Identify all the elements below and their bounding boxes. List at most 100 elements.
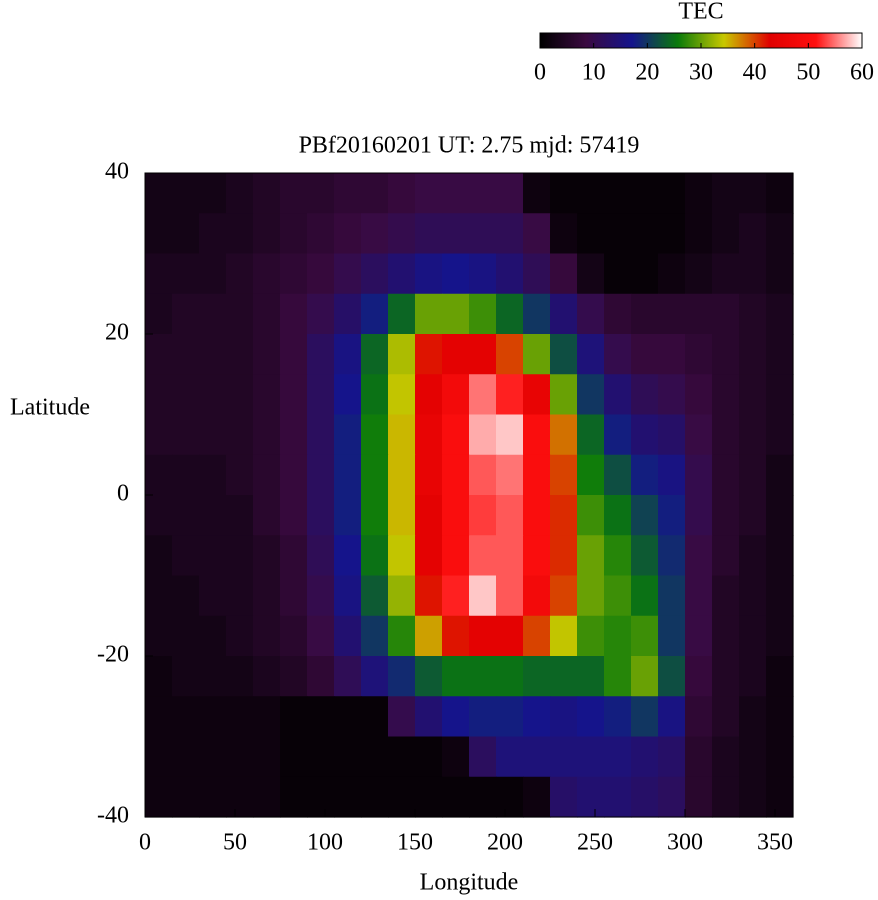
heat-cell xyxy=(739,253,767,295)
heat-cell xyxy=(550,495,578,536)
heat-cell xyxy=(658,213,686,255)
heat-cell xyxy=(685,535,713,577)
heat-cell xyxy=(307,575,335,617)
chart-title: PBf20160201 UT: 2.75 mjd: 57419 xyxy=(299,133,640,159)
heat-cell xyxy=(388,414,416,456)
heat-cell xyxy=(361,253,389,295)
heat-cell xyxy=(145,656,173,697)
x-tick-label: 200 xyxy=(487,830,523,856)
heat-cell xyxy=(334,535,362,577)
heat-cell xyxy=(442,293,470,335)
heat-cell xyxy=(523,535,551,577)
heat-cell xyxy=(415,173,443,214)
heat-cell xyxy=(280,454,308,496)
heat-cell xyxy=(496,173,524,214)
heat-cell xyxy=(334,696,362,738)
heat-cell xyxy=(388,776,416,818)
heat-cell xyxy=(523,696,551,738)
heat-cell xyxy=(712,495,740,536)
heat-cell xyxy=(145,575,173,617)
heat-cell xyxy=(550,454,578,496)
heat-cell xyxy=(658,374,686,416)
heat-cell xyxy=(145,414,173,456)
heat-cell xyxy=(739,495,767,536)
heat-cell xyxy=(604,293,632,335)
heat-cell xyxy=(307,495,335,536)
heat-cell xyxy=(253,736,281,778)
heat-cell xyxy=(766,414,794,456)
heat-cell xyxy=(577,293,605,335)
heat-cell xyxy=(361,535,389,577)
heat-cell xyxy=(307,374,335,416)
heat-cell xyxy=(631,213,659,255)
heat-cell xyxy=(388,374,416,416)
heat-cell xyxy=(253,414,281,456)
heat-cell xyxy=(199,736,227,778)
heat-cell xyxy=(199,696,227,738)
heat-cell xyxy=(469,615,497,657)
heat-cell xyxy=(469,374,497,416)
heat-cell xyxy=(307,535,335,577)
heat-cell xyxy=(739,615,767,657)
heat-cell xyxy=(739,656,767,697)
heat-cell xyxy=(442,696,470,738)
heat-cell xyxy=(496,293,524,335)
heat-cell xyxy=(523,213,551,255)
heat-cell xyxy=(523,495,551,536)
heat-cell xyxy=(253,495,281,536)
heat-cell xyxy=(172,575,200,617)
heat-cell xyxy=(415,615,443,657)
heat-cell xyxy=(766,213,794,255)
heat-cell xyxy=(604,253,632,295)
heat-cell xyxy=(712,213,740,255)
heat-cell xyxy=(334,334,362,375)
heat-cell xyxy=(523,253,551,295)
heat-cell xyxy=(334,173,362,214)
heat-cell xyxy=(361,575,389,617)
heat-cell xyxy=(334,656,362,697)
heat-cell xyxy=(172,334,200,375)
heat-cell xyxy=(253,615,281,657)
heat-cell xyxy=(172,253,200,295)
heat-cell xyxy=(739,293,767,335)
heat-cell xyxy=(523,173,551,214)
heat-cell xyxy=(685,253,713,295)
heat-cell xyxy=(334,454,362,496)
heat-cell xyxy=(496,656,524,697)
heat-cell xyxy=(550,213,578,255)
heat-cell xyxy=(172,535,200,577)
heat-cell xyxy=(172,414,200,456)
heat-cell xyxy=(415,696,443,738)
heat-cell xyxy=(631,454,659,496)
heat-cell xyxy=(253,213,281,255)
heat-cell xyxy=(145,293,173,335)
heat-cell xyxy=(145,253,173,295)
heat-cell xyxy=(172,173,200,214)
heat-cell xyxy=(145,776,173,818)
heat-cell xyxy=(388,173,416,214)
heat-cell xyxy=(388,495,416,536)
heat-cell xyxy=(712,253,740,295)
heat-cell xyxy=(496,374,524,416)
heat-cell xyxy=(172,213,200,255)
heat-cell xyxy=(253,575,281,617)
heat-cell xyxy=(442,535,470,577)
x-tick-label: 300 xyxy=(667,830,703,856)
heat-cell xyxy=(199,293,227,335)
heat-cell xyxy=(766,615,794,657)
heat-cell xyxy=(550,414,578,456)
heat-cell xyxy=(604,736,632,778)
heat-cell xyxy=(199,495,227,536)
heat-cell xyxy=(361,414,389,456)
heat-cell xyxy=(469,334,497,375)
heat-cell xyxy=(685,656,713,697)
heat-cell xyxy=(253,173,281,214)
heat-cell xyxy=(442,454,470,496)
heat-cell xyxy=(577,535,605,577)
heat-cell xyxy=(442,414,470,456)
heat-cell xyxy=(685,495,713,536)
heat-cell xyxy=(739,374,767,416)
heat-cell xyxy=(307,656,335,697)
heat-cell xyxy=(523,293,551,335)
heat-cell xyxy=(226,334,254,375)
